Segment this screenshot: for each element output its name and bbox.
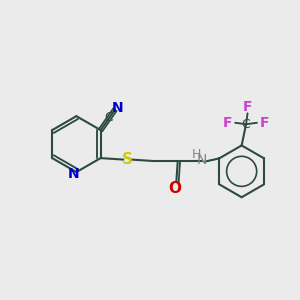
- Text: N: N: [112, 101, 123, 115]
- Text: N: N: [68, 167, 79, 181]
- Text: S: S: [122, 152, 133, 167]
- Text: C: C: [105, 111, 113, 124]
- Text: C: C: [242, 118, 250, 131]
- Text: F: F: [243, 100, 252, 114]
- Text: F: F: [260, 116, 269, 130]
- Text: F: F: [223, 116, 232, 130]
- Text: N: N: [197, 153, 207, 167]
- Text: H: H: [192, 148, 201, 161]
- Text: O: O: [169, 181, 182, 196]
